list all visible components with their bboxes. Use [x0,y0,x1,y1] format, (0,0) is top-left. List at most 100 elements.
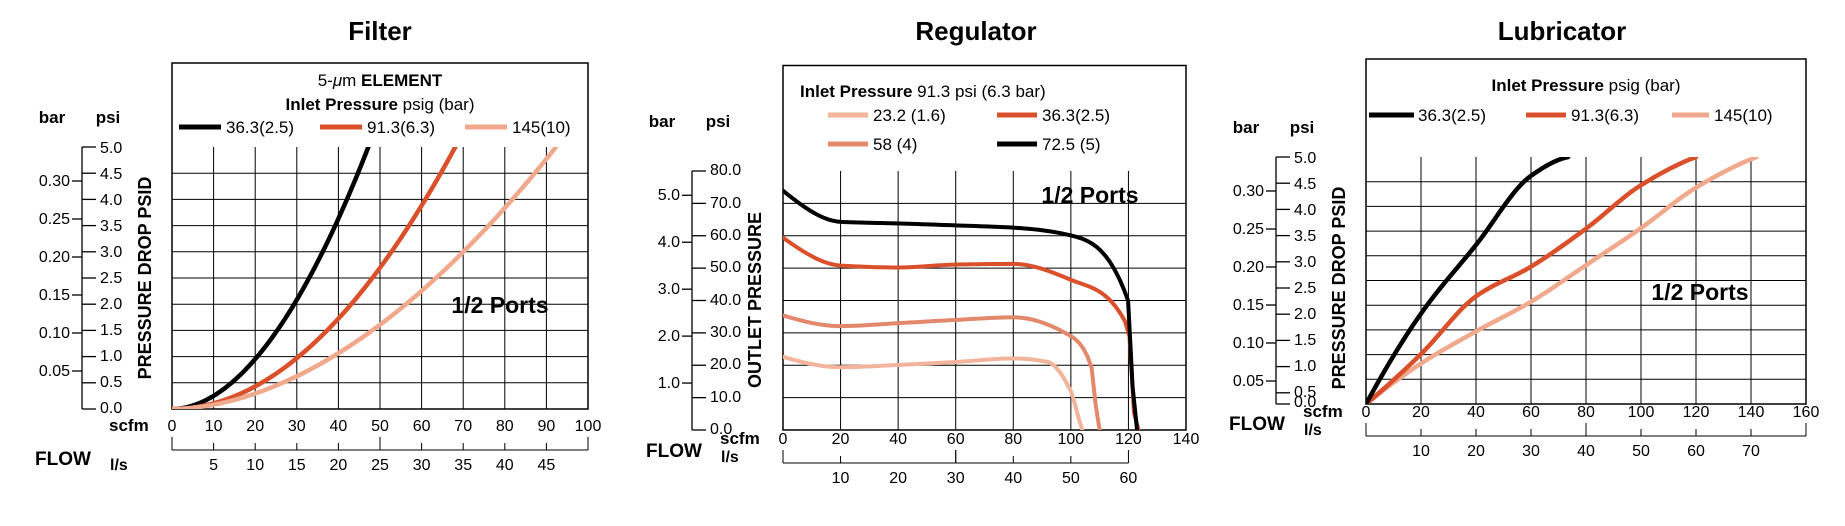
svg-text:40: 40 [889,431,907,448]
svg-text:60: 60 [1522,404,1540,421]
svg-text:40: 40 [496,457,514,474]
svg-text:3.0: 3.0 [100,244,122,261]
svg-text:0: 0 [779,431,788,448]
svg-text:4.5: 4.5 [1294,176,1316,193]
svg-text:FLOW: FLOW [646,441,702,462]
svg-text:3.0: 3.0 [658,281,680,298]
svg-text:100: 100 [1058,431,1085,448]
svg-text:40: 40 [330,418,348,435]
svg-text:l/s: l/s [110,457,128,474]
svg-text:FLOW: FLOW [1229,414,1285,435]
svg-text:140: 140 [1173,431,1200,448]
svg-text:0: 0 [1362,404,1371,421]
svg-text:10: 10 [1412,443,1430,460]
svg-text:0.0: 0.0 [100,400,122,417]
svg-text:70: 70 [454,418,472,435]
svg-text:30.0: 30.0 [710,324,741,341]
svg-text:20: 20 [832,431,850,448]
svg-text:50: 50 [1062,470,1080,487]
svg-text:1.0: 1.0 [658,375,680,392]
svg-text:30: 30 [947,470,965,487]
svg-text:0.30: 0.30 [39,173,70,190]
svg-text:4.5: 4.5 [100,166,122,183]
svg-text:2.0: 2.0 [100,296,122,313]
svg-text:1.5: 1.5 [1294,332,1316,349]
svg-text:1.0: 1.0 [1294,358,1316,375]
svg-text:20: 20 [1412,404,1430,421]
svg-text:2.5: 2.5 [100,270,122,287]
svg-text:0.15: 0.15 [1233,297,1264,314]
svg-text:10: 10 [246,457,264,474]
svg-text:1/2 Ports: 1/2 Ports [1041,182,1138,208]
svg-text:0.05: 0.05 [39,363,70,380]
svg-text:60: 60 [1120,470,1138,487]
svg-text:scfm: scfm [109,416,149,435]
svg-text:145(10): 145(10) [1714,106,1773,125]
svg-text:2.5: 2.5 [1294,280,1316,297]
svg-text:35: 35 [454,457,472,474]
svg-text:120: 120 [1683,404,1710,421]
svg-text:bar: bar [1233,118,1260,137]
svg-text:l/s: l/s [1304,422,1322,439]
svg-text:5.0: 5.0 [1294,150,1316,167]
svg-text:5.0: 5.0 [658,187,680,204]
svg-text:90: 90 [538,418,556,435]
svg-text:0.15: 0.15 [39,287,70,304]
svg-text:145(10): 145(10) [512,118,571,137]
svg-text:4.0: 4.0 [658,234,680,251]
svg-text:5.0: 5.0 [100,140,122,157]
svg-text:0.25: 0.25 [1233,221,1264,238]
svg-text:3.5: 3.5 [100,218,122,235]
svg-text:0.20: 0.20 [1233,259,1264,276]
svg-text:5-μm ELEMENT: 5-μm ELEMENT [318,71,443,90]
svg-text:50: 50 [371,418,389,435]
svg-text:PRESSURE DROP PSID: PRESSURE DROP PSID [1329,187,1349,390]
svg-text:15: 15 [288,457,306,474]
svg-text:1.0: 1.0 [100,348,122,365]
svg-text:40: 40 [1467,404,1485,421]
svg-text:0: 0 [168,418,177,435]
svg-text:23.2 (1.6): 23.2 (1.6) [873,106,946,125]
svg-text:60: 60 [1687,443,1705,460]
svg-text:80: 80 [496,418,514,435]
svg-text:20: 20 [1467,443,1485,460]
svg-text:l/s: l/s [721,449,739,466]
svg-text:1/2 Ports: 1/2 Ports [1651,279,1748,305]
svg-text:36.3(2.5): 36.3(2.5) [226,118,294,137]
svg-text:10: 10 [832,470,850,487]
svg-text:Inlet Pressure psig (bar): Inlet Pressure psig (bar) [286,95,475,114]
svg-text:FLOW: FLOW [35,449,91,470]
svg-text:1.5: 1.5 [100,322,122,339]
svg-text:0.25: 0.25 [39,211,70,228]
svg-text:100: 100 [575,418,602,435]
svg-text:Lubricator: Lubricator [1498,16,1627,46]
svg-text:30: 30 [1522,443,1540,460]
svg-text:10: 10 [205,418,223,435]
svg-text:50.0: 50.0 [710,259,741,276]
svg-text:160: 160 [1793,404,1820,421]
svg-text:bar: bar [649,112,676,131]
svg-text:50: 50 [1632,443,1650,460]
svg-text:140: 140 [1738,404,1765,421]
svg-text:Regulator: Regulator [915,16,1036,46]
svg-text:70.0: 70.0 [710,195,741,212]
svg-text:36.3(2.5): 36.3(2.5) [1418,106,1486,125]
svg-text:OUTLET PRESSURE: OUTLET PRESSURE [745,212,765,388]
svg-text:80: 80 [1577,404,1595,421]
svg-text:0.10: 0.10 [39,325,70,342]
svg-text:25: 25 [371,457,389,474]
svg-text:5: 5 [209,457,218,474]
svg-text:91.3(6.3): 91.3(6.3) [1571,106,1639,125]
svg-text:40: 40 [1004,470,1022,487]
svg-text:20: 20 [330,457,348,474]
svg-text:scfm: scfm [720,429,760,448]
svg-text:scfm: scfm [1303,402,1343,421]
svg-text:3.0: 3.0 [1294,254,1316,271]
svg-text:30: 30 [413,457,431,474]
svg-text:psi: psi [706,112,731,131]
svg-text:70: 70 [1742,443,1760,460]
svg-text:10.0: 10.0 [710,389,741,406]
svg-text:36.3(2.5): 36.3(2.5) [1042,106,1110,125]
svg-text:3.5: 3.5 [1294,228,1316,245]
svg-text:45: 45 [538,457,556,474]
